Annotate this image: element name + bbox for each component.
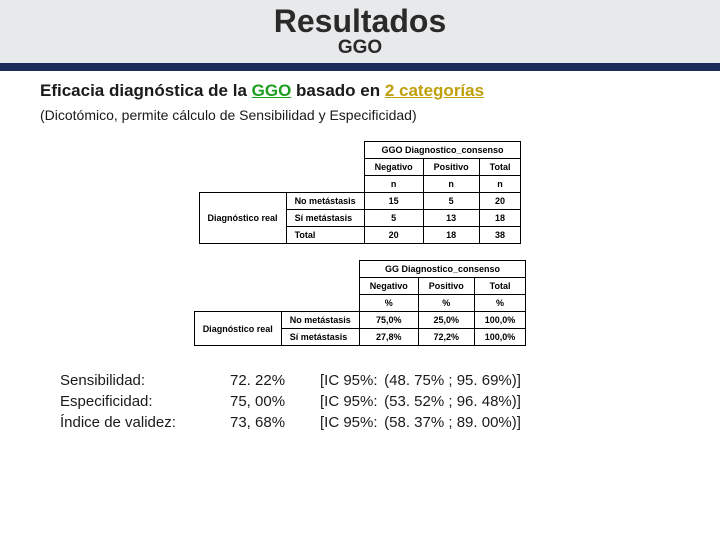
cell: 20 — [479, 193, 521, 210]
ci-label: [IC 95%: — [320, 391, 380, 412]
ci-range: (58. 37% ; 89. 00%)] — [384, 414, 521, 431]
table-counts: GGO Diagnostico_consenso Negativo Positi… — [199, 141, 522, 244]
side-label: Diagnóstico real — [199, 193, 286, 244]
table-counts-superheader: GGO Diagnostico_consenso — [364, 142, 521, 159]
ci-range: (48. 75% ; 95. 69%)] — [384, 372, 521, 389]
heading-mid: basado en — [291, 81, 385, 100]
stats-labels: Sensibilidad: Especificidad: Índice de v… — [60, 370, 230, 433]
main-title: Resultados — [0, 4, 720, 39]
cell: 5 — [423, 193, 479, 210]
cell: 18 — [423, 227, 479, 244]
cell: 100,0% — [474, 312, 526, 329]
heading-highlight-ggo: GGO — [252, 81, 292, 100]
cell: 18 — [479, 210, 521, 227]
sub-title: GGO — [0, 37, 720, 63]
ci-label: [IC 95%: — [320, 370, 380, 391]
col-pos: Positivo — [423, 159, 479, 176]
unit-n: n — [423, 176, 479, 193]
row-label: Sí metástasis — [286, 210, 364, 227]
stat-value: 73, 68% — [230, 412, 320, 433]
content-area: Eficacia diagnóstica de la GGO basado en… — [0, 71, 720, 346]
stats-ci: [IC 95%: (48. 75% ; 95. 69%)] [IC 95%: (… — [320, 370, 680, 433]
row-label: No metástasis — [286, 193, 364, 210]
navy-bar — [0, 63, 720, 71]
stat-label: Sensibilidad: — [60, 370, 230, 391]
table-pct-wrap: GG Diagnostico_consenso Negativo Positiv… — [40, 260, 680, 346]
unit-pct: % — [474, 295, 526, 312]
cell: 20 — [364, 227, 423, 244]
stats-block: Sensibilidad: Especificidad: Índice de v… — [60, 370, 680, 433]
ci-range: (53. 52% ; 96. 48%)] — [384, 393, 521, 410]
table-counts-wrap: GGO Diagnostico_consenso Negativo Positi… — [40, 141, 680, 244]
ci-label: [IC 95%: — [320, 412, 380, 433]
row-label: Sí metástasis — [281, 329, 359, 346]
row-label: Total — [286, 227, 364, 244]
cell: 5 — [364, 210, 423, 227]
stat-value: 75, 00% — [230, 391, 320, 412]
unit-n: n — [364, 176, 423, 193]
row-label: No metástasis — [281, 312, 359, 329]
cell: 25,0% — [418, 312, 474, 329]
stat-label: Especificidad: — [60, 391, 230, 412]
table-row: Diagnóstico real No metástasis 15 5 20 — [199, 193, 521, 210]
cell: 100,0% — [474, 329, 526, 346]
cell: 15 — [364, 193, 423, 210]
stat-label: Índice de validez: — [60, 412, 230, 433]
col-neg: Negativo — [364, 159, 423, 176]
cell: 72,2% — [418, 329, 474, 346]
table-pct: GG Diagnostico_consenso Negativo Positiv… — [194, 260, 527, 346]
col-tot: Total — [474, 278, 526, 295]
stat-value: 72. 22% — [230, 370, 320, 391]
unit-pct: % — [359, 295, 418, 312]
title-band: Resultados GGO — [0, 0, 720, 63]
table-row: Diagnóstico real No metástasis 75,0% 25,… — [194, 312, 526, 329]
cell: 27,8% — [359, 329, 418, 346]
cell: 75,0% — [359, 312, 418, 329]
cell: 38 — [479, 227, 521, 244]
heading-highlight-cats: 2 categorías — [385, 81, 484, 100]
heading-prefix: Eficacia diagnóstica de la — [40, 81, 252, 100]
cell: 13 — [423, 210, 479, 227]
section-subline: (Dicotómico, permite cálculo de Sensibil… — [40, 107, 680, 123]
col-pos: Positivo — [418, 278, 474, 295]
col-neg: Negativo — [359, 278, 418, 295]
unit-pct: % — [418, 295, 474, 312]
unit-n: n — [479, 176, 521, 193]
col-tot: Total — [479, 159, 521, 176]
section-heading: Eficacia diagnóstica de la GGO basado en… — [40, 81, 680, 101]
side-label: Diagnóstico real — [194, 312, 281, 346]
table-pct-superheader: GG Diagnostico_consenso — [359, 261, 526, 278]
stats-values: 72. 22% 75, 00% 73, 68% — [230, 370, 320, 433]
